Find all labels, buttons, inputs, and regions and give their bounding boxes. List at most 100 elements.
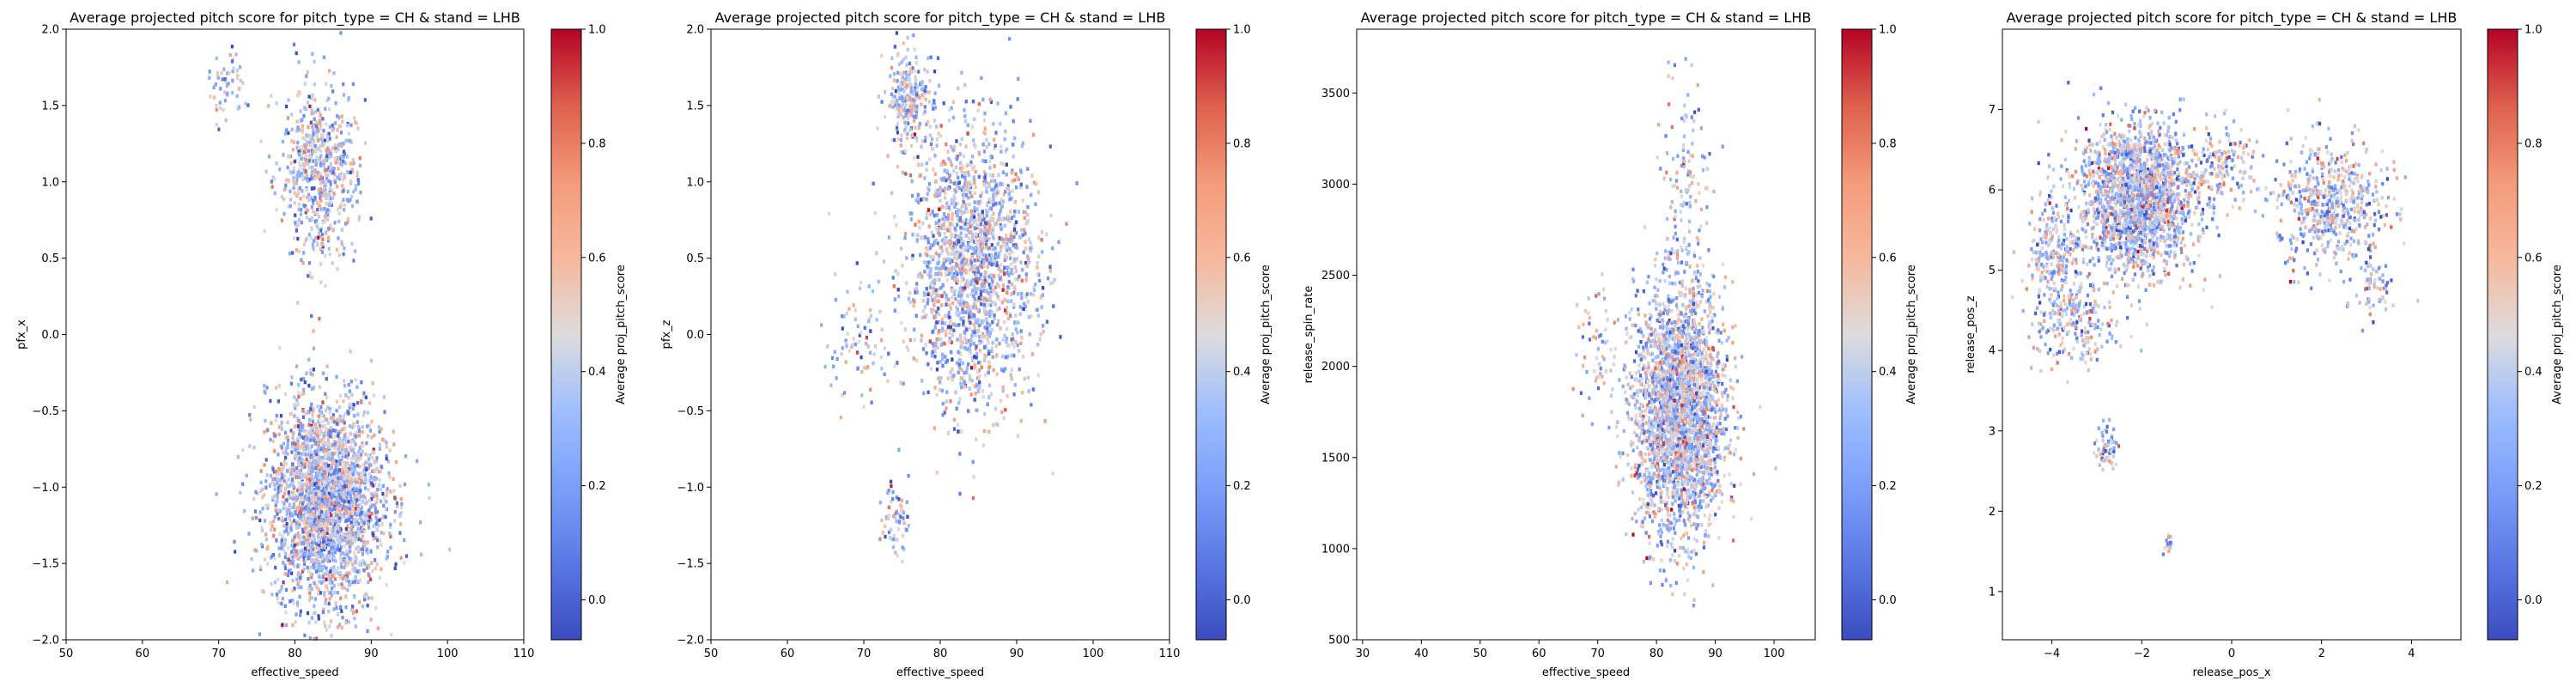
hex-point [259,489,263,493]
hex-point [301,452,306,456]
hex-point [329,223,332,228]
hex-point [337,540,341,545]
hex-point [355,609,358,613]
hex-point [329,161,332,167]
hex-point [349,484,354,489]
hex-point [333,156,337,161]
colorbar-tick-label: 0.8 [588,137,606,150]
hex-point [1030,403,1033,407]
hex-point [328,581,331,586]
hex-point [336,543,339,547]
hex-point [302,113,306,119]
hex-point [313,546,317,550]
hex-point [225,92,228,96]
hex-point [286,573,290,578]
hex-point [349,448,353,453]
hex-point [309,371,313,376]
hex-point [277,601,281,605]
hex-point [313,98,317,102]
hex-point [331,538,335,544]
hex-point [381,437,385,442]
hex-point [277,384,281,388]
hex-point [292,559,295,563]
hex-point [325,192,328,198]
hex-point [324,283,327,289]
hex-point [342,252,345,257]
hex-point [213,95,216,100]
hex-point [289,170,292,174]
hex-point [333,429,337,433]
hex-point [321,237,325,241]
hex-point [295,542,299,546]
hex-point [274,469,277,474]
hex-point [345,571,349,575]
hex-point [1030,292,1033,296]
hex-point [355,170,359,174]
hex-point [285,178,289,182]
hex-point [340,609,343,613]
hex-point [381,483,385,489]
hex-point [319,163,323,167]
hex-point [274,386,278,390]
hex-point [382,503,386,508]
hex-point [982,119,987,123]
hex-point [358,465,361,469]
hex-point [1005,326,1009,331]
hex-point [324,598,327,602]
hex-point [351,82,355,87]
hex-point [276,477,279,482]
hex-point [925,167,928,172]
hex-point [258,632,262,636]
hex-point [371,381,374,386]
hex-point [264,418,267,423]
hex-point [975,437,978,441]
hex-point [284,518,288,522]
hex-point [339,161,343,167]
hex-point [381,491,385,496]
hex-point [370,561,374,565]
hex-point [353,487,357,491]
hex-point [356,480,360,485]
hex-point [332,446,336,450]
hex-point [348,389,351,393]
hex-point [311,149,315,154]
hex-point [341,538,344,543]
hex-point [291,623,295,628]
hex-point [293,424,296,429]
hex-point [357,537,361,541]
hex-point [338,393,343,398]
hex-point [366,510,369,515]
hex-point [351,448,355,453]
hex-point [326,467,330,471]
hex-point [329,166,332,170]
hex-point [296,435,301,440]
hex-point [292,431,295,435]
hex-point [282,153,285,157]
hex-point [341,156,344,161]
hex-point [337,490,341,495]
hex-point [361,544,365,549]
hex-point [304,146,307,150]
hex-point [355,385,359,389]
hex-point [337,519,342,524]
hex-point [309,236,313,240]
hex-point [280,546,283,550]
hex-point [374,459,378,464]
hex-point [334,492,337,496]
hex-point [300,258,303,262]
hex-point [347,556,350,560]
hex-point [289,466,293,471]
hex-point [356,545,360,550]
hex-point [255,549,258,553]
hex-point [306,611,310,616]
hex-point [389,545,392,550]
hex-point [328,410,331,415]
hex-point [938,387,941,392]
hex-point [313,503,317,508]
hex-point [369,577,373,581]
hex-point [357,429,361,433]
hex-point [293,236,296,240]
hex-point [977,174,981,179]
hex-point [369,463,373,467]
hex-point [322,371,325,375]
